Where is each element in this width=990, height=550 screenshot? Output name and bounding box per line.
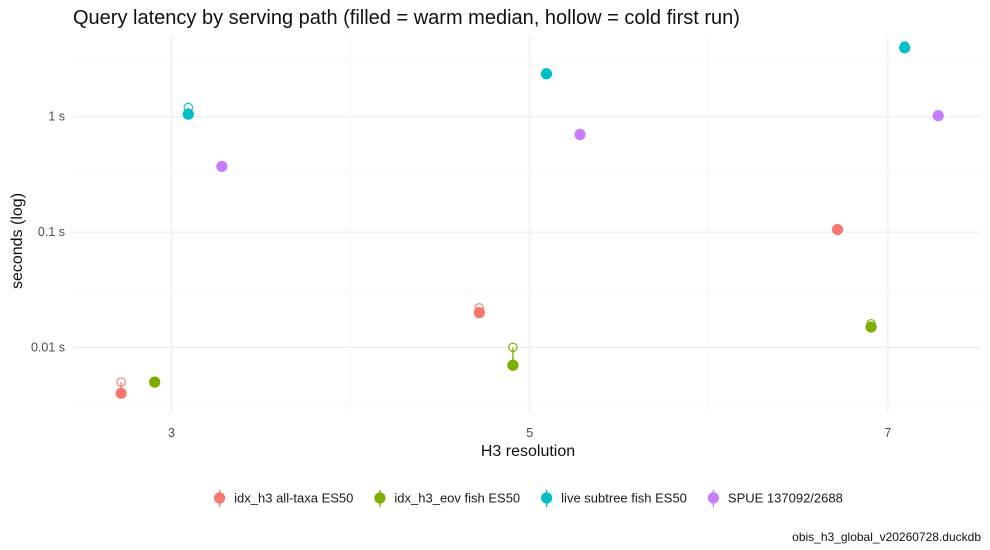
legend-key-point [374, 492, 386, 504]
y-tick-label: 1 s [48, 110, 65, 124]
legend-label: idx_h3_eov fish ES50 [394, 491, 520, 506]
warm-point-spue-137092-2688 [216, 160, 228, 173]
chart-title: Query latency by serving path (filled = … [73, 7, 740, 29]
legend-label: idx_h3 all-taxa ES50 [234, 491, 353, 506]
warm-point-spue-137092-2688 [574, 128, 586, 141]
warm-point-idx-h3-all-taxa-es50 [473, 307, 485, 319]
warm-point-idx-h3-all-taxa-es50 [831, 223, 844, 236]
y-tick-label: 0.01 s [31, 340, 65, 354]
x-axis-title: H3 resolution [481, 443, 575, 460]
warm-point-idx-h3-all-taxa-es50 [115, 387, 127, 399]
legend-label: live subtree fish ES50 [561, 491, 687, 506]
warm-point-idx-h3-eov-fish-es50 [507, 359, 519, 371]
x-tick-label: 7 [884, 426, 891, 440]
y-axis-ticks: 0.01 s 0.1 s 1 s [31, 110, 65, 355]
cold-point-idx-h3-eov-fish-es50 [508, 342, 518, 353]
cold-point-idx-h3-all-taxa-es50 [116, 377, 126, 387]
x-axis-ticks: 3 5 7 [168, 426, 891, 440]
minor-gridlines [73, 36, 981, 413]
major-gridlines [73, 36, 981, 413]
warm-point-idx-h3-eov-fish-es50 [149, 376, 161, 388]
legend-key-point [707, 492, 720, 504]
warm-point-live-subtree-fish-es50 [540, 68, 553, 80]
x-tick-label: 5 [526, 426, 533, 440]
warm-point-idx-h3-eov-fish-es50 [865, 321, 877, 333]
source-caption: obis_h3_global_v20260728.duckdb [792, 530, 981, 544]
cold-warm-connectors [120, 45, 906, 394]
y-tick-label: 0.1 s [38, 225, 65, 239]
data-points [115, 41, 944, 399]
legend-key-point [214, 492, 226, 504]
x-tick-label: 3 [168, 426, 175, 440]
legend: idx_h3 all-taxa ES50 idx_h3_eov fish ES50… [214, 490, 843, 507]
legend-label: SPUE 137092/2688 [728, 491, 843, 506]
legend-key-point [541, 492, 553, 504]
warm-point-live-subtree-fish-es50 [182, 108, 194, 120]
warm-point-spue-137092-2688 [932, 110, 944, 122]
warm-point-live-subtree-fish-es50 [899, 42, 911, 54]
y-axis-title: seconds (log) [9, 193, 26, 289]
plot-panel [73, 36, 981, 413]
